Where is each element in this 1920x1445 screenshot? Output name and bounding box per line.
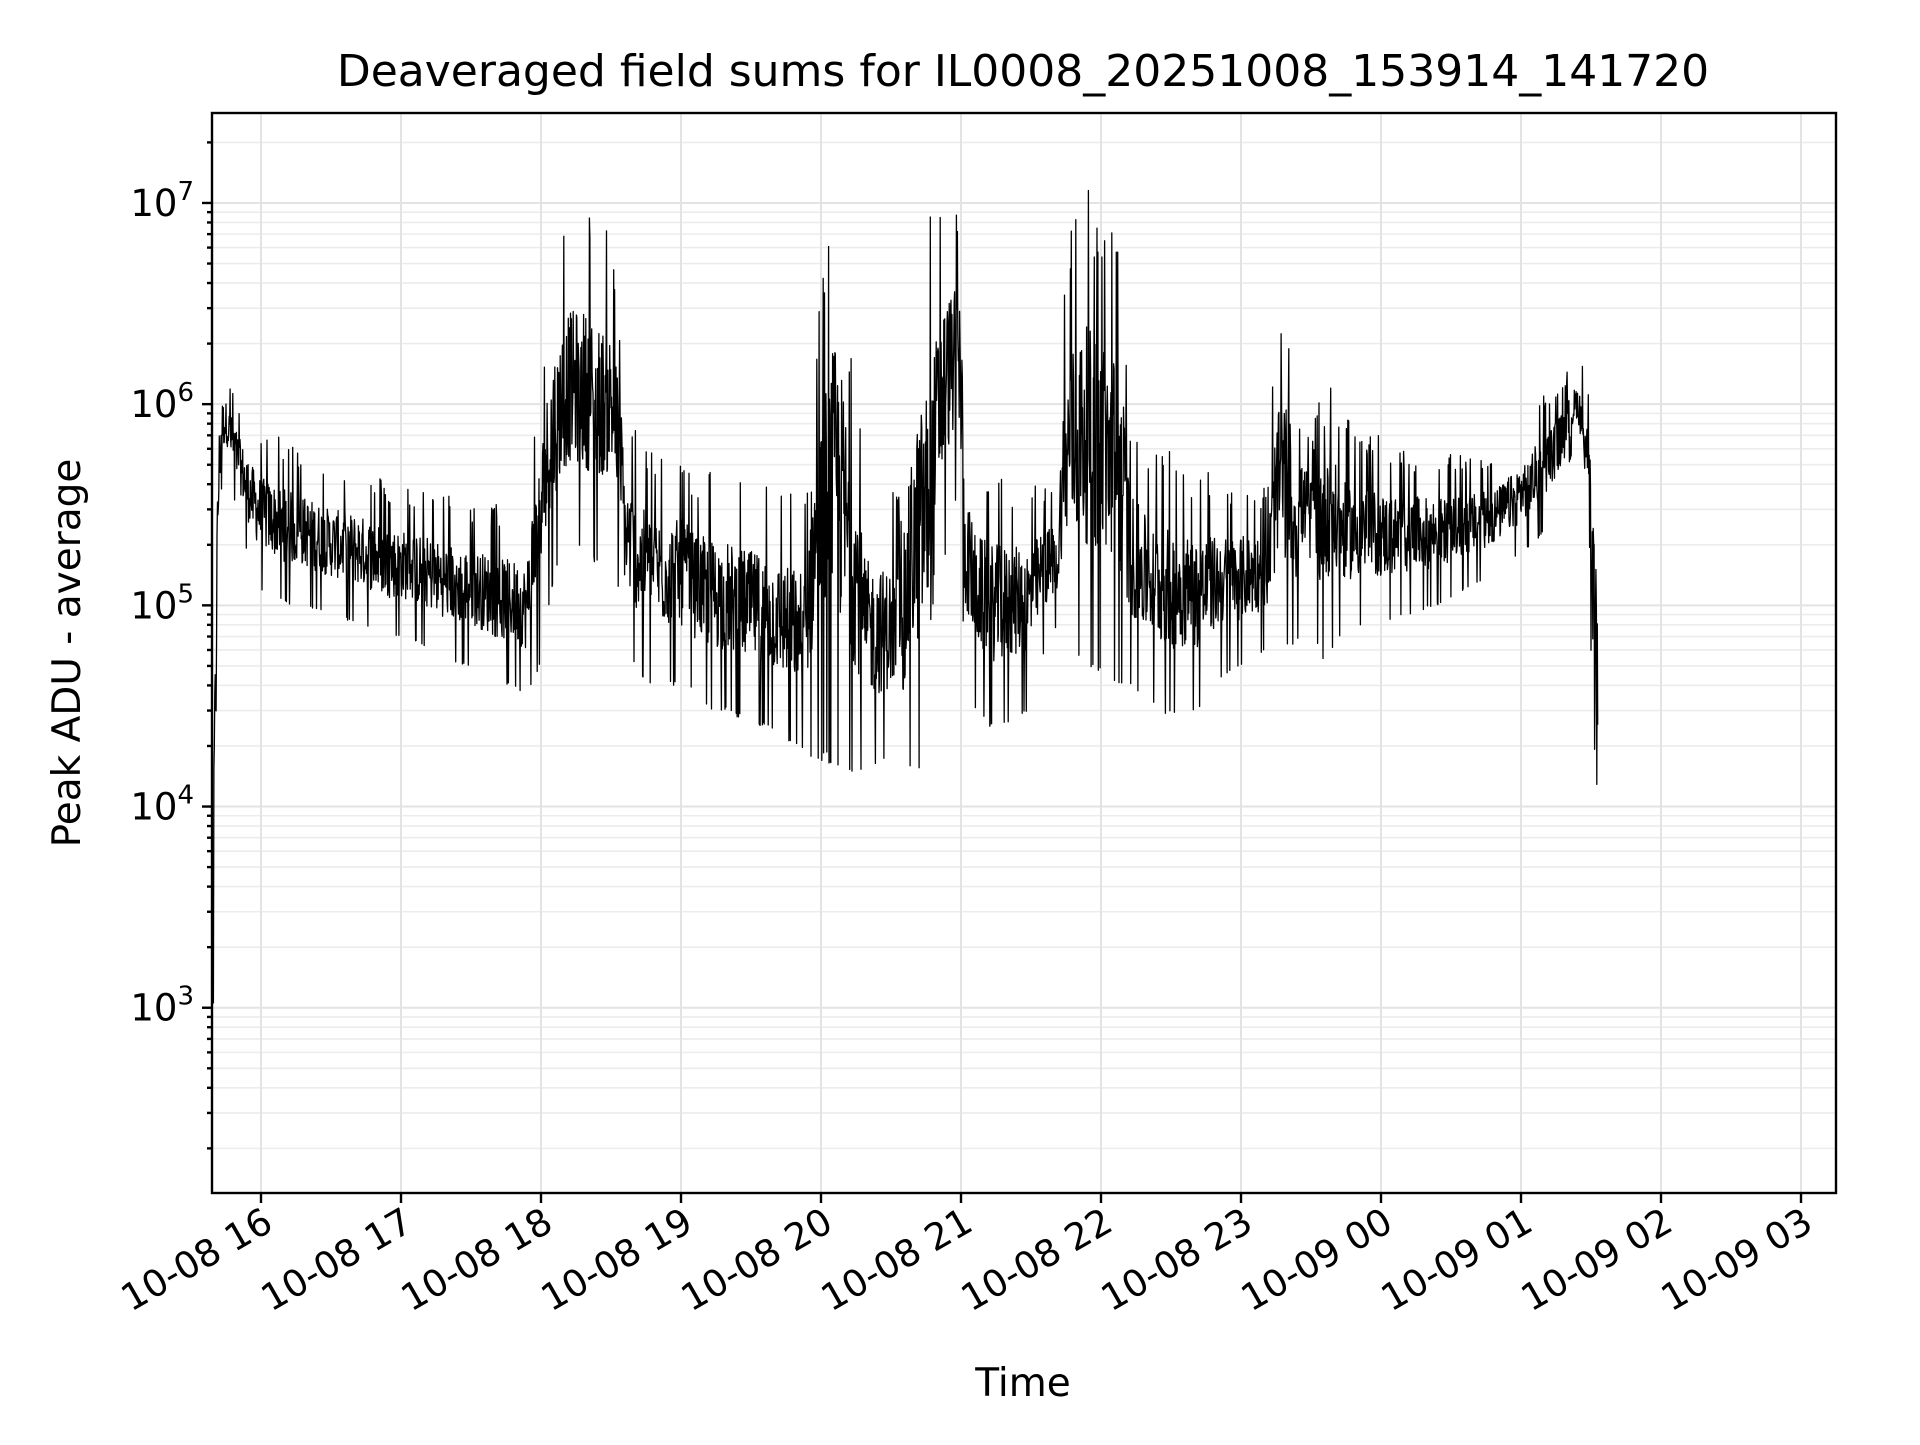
y-tick-exponent: 7	[177, 177, 194, 207]
y-tick-label: 103	[130, 982, 194, 1030]
chart-title: Deaveraged field sums for IL0008_2025100…	[337, 46, 1709, 97]
y-tick-exponent: 4	[177, 781, 194, 811]
x-axis-label: Time	[974, 1361, 1070, 1406]
y-tick-exponent: 5	[177, 579, 194, 609]
series-layer	[212, 189, 1599, 1004]
series-line-peak-adu	[212, 189, 1599, 1004]
y-tick-exponent: 6	[177, 378, 194, 408]
y-axis-label: Peak ADU - average	[45, 459, 90, 848]
y-tick-base: 10	[130, 786, 177, 829]
y-tick-base: 10	[130, 987, 177, 1030]
y-tick-label: 107	[130, 177, 194, 225]
y-tick-label: 104	[130, 781, 194, 829]
y-tick-label: 105	[130, 579, 194, 627]
y-tick-exponent: 3	[177, 982, 194, 1012]
plot-frame	[210, 111, 1838, 1195]
y-tick-base: 10	[130, 182, 177, 225]
y-tick-label: 106	[130, 378, 194, 426]
y-tick-base: 10	[130, 383, 177, 426]
y-tick-base: 10	[130, 584, 177, 627]
